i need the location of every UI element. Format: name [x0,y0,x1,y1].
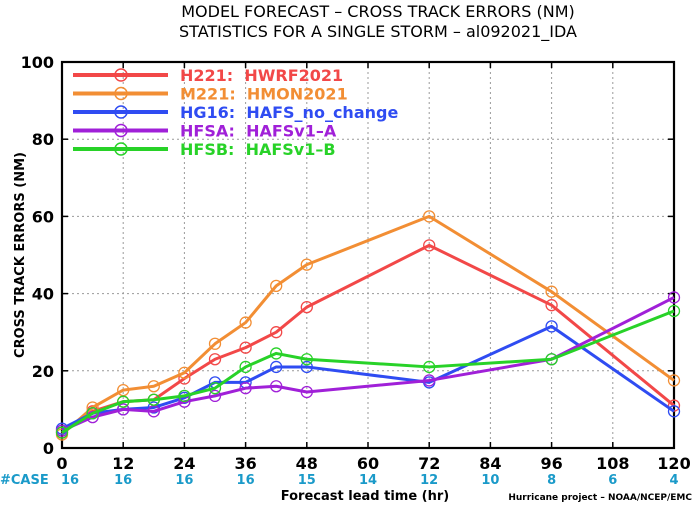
data-point [208,389,222,403]
data-point [423,210,436,223]
legend-swatch-marker [114,68,128,82]
y-tick-label: 80 [32,130,54,149]
legend-label: H221: HWRF2021 [180,66,343,85]
x-tick-label: 0 [56,454,67,473]
x-tick-label: 60 [357,454,379,473]
data-point [239,360,252,374]
legend-item: HFSA: HAFSv1–A [73,122,337,141]
data-point [147,401,160,414]
y-tick-label: 100 [21,53,54,72]
series-group [55,210,681,441]
data-point [667,405,681,418]
legend-item: HG16: HAFS_no_change [73,103,398,122]
chart-title-line-1: MODEL FORECAST – CROSS TRACK ERRORS (NM) [181,2,575,21]
chart-title-line-2: STATISTICS FOR A SINGLE STORM – al092021… [179,22,577,42]
x-tick-label: 96 [540,454,562,473]
x-tick-label: 24 [173,454,195,473]
case-count: 16 [114,473,132,488]
data-point [667,291,681,304]
data-point [423,360,436,374]
data-point [545,299,558,312]
legend-swatch-marker [114,142,128,156]
data-point [545,320,558,333]
legend-swatch-marker [114,123,128,138]
data-point [239,316,252,329]
legend-item: H221: HWRF2021 [73,66,343,85]
case-count: 12 [420,473,438,488]
case-count: 4 [669,473,678,488]
data-point [270,279,283,293]
legend-label: HG16: HAFS_no_change [180,103,398,122]
data-point [239,341,252,354]
x-tick-label: 120 [657,454,690,473]
data-point [300,300,313,314]
data-point [270,380,283,393]
data-point [270,326,283,339]
case-count: 15 [298,473,316,488]
axis-ticks: 0 12 24 36 48 60 72 84 96 108 120 0 20 40 60 80 100 [21,53,691,473]
data-point [545,353,558,366]
data-point [270,347,283,360]
data-point [117,403,130,416]
data-point [239,382,252,395]
legend-swatch-marker [114,105,128,119]
case-count: 6 [608,473,617,488]
credit-text: Hurricane project – NOAA/NCEP/EMC [508,493,692,503]
x-tick-label: 72 [418,454,440,473]
case-counts: 16 16 16 16 15 14 12 10 8 6 4 [61,473,679,488]
case-count: 16 [61,473,79,488]
case-count: 14 [359,473,377,488]
data-point [208,337,222,350]
case-count: 8 [547,473,556,488]
data-point [178,366,191,379]
y-tick-label: 20 [32,362,54,381]
x-tick-label: 108 [596,454,629,473]
data-point [117,395,130,408]
case-count: 16 [237,473,255,488]
legend-item: M221: HMON2021 [73,85,348,104]
data-point [423,374,436,387]
data-point [667,304,681,318]
data-point [300,258,313,271]
x-tick-label: 12 [112,454,134,473]
legend-label: HFSB: HAFSv1–B [180,140,336,159]
series-group [55,304,681,439]
data-point [208,353,222,366]
y-tick-label: 60 [32,207,54,226]
x-tick-label: 36 [234,454,256,473]
legend-item: HFSB: HAFSv1–B [73,140,336,159]
case-count: 10 [481,473,499,488]
data-point [208,382,222,395]
data-point [270,360,283,374]
data-point [300,353,313,366]
x-axis-label: Forecast lead time (hr) [281,489,449,504]
legend-label: HFSA: HAFSv1–A [180,122,337,141]
legend-label: M221: HMON2021 [180,85,348,104]
data-point [147,393,160,406]
x-tick-label: 84 [479,454,501,473]
data-point [667,374,681,387]
series-lines [55,210,681,441]
data-point [545,285,558,298]
x-tick-label: 48 [296,454,318,473]
data-point [147,380,160,393]
y-axis-label: CROSS TRACK ERRORS (NM) [13,152,28,358]
data-point [55,426,69,439]
y-tick-label: 0 [43,439,54,458]
y-tick-label: 40 [32,285,54,304]
data-point [178,389,191,403]
legend-swatch-marker [114,86,128,101]
data-point [86,407,99,420]
case-count-label: #CASE [0,473,49,488]
data-point [423,239,436,252]
data-point [300,360,313,374]
data-point [300,385,313,399]
case-count: 16 [175,473,193,488]
